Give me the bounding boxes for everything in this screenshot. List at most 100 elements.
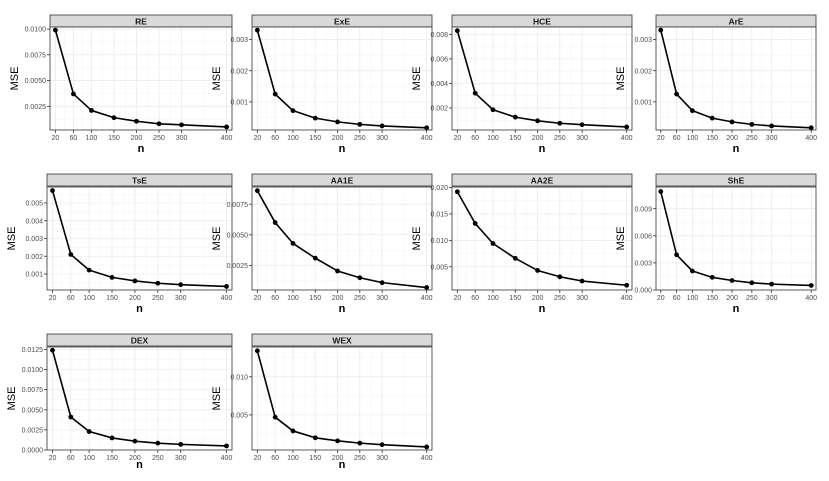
x-axis-label: n: [733, 303, 740, 315]
plot-background: [252, 347, 432, 450]
data-point: [729, 278, 735, 283]
data-point: [68, 414, 74, 420]
data-point: [111, 115, 117, 121]
data-point: [454, 28, 460, 34]
data-point: [155, 280, 161, 286]
x-tick-label: 250: [746, 295, 758, 302]
x-tick-label: 20: [453, 135, 461, 142]
data-point: [254, 27, 260, 33]
data-point: [624, 282, 630, 288]
x-tick-label: 250: [746, 135, 758, 142]
data-point: [379, 280, 385, 286]
x-tick-label: 250: [354, 295, 366, 302]
data-point: [312, 115, 318, 121]
y-tick-label: 0.004: [25, 218, 43, 225]
data-point: [535, 118, 540, 124]
panel-tse: TsE 0.001 0.002 0.003 0.004 0.005 20 60 100 150 20…: [6, 173, 232, 315]
x-tick-label: 100: [83, 455, 95, 462]
x-tick-label: 150: [706, 295, 718, 302]
x-tick-label: 150: [509, 135, 521, 142]
series-line: [256, 350, 427, 448]
data-point: [178, 282, 184, 288]
x-tick-label: 150: [106, 295, 118, 302]
panel-border: [451, 186, 633, 291]
x-tick-label: 20: [657, 295, 665, 302]
x-tick-label: 300: [175, 455, 187, 462]
y-tick-label: 0.009: [634, 206, 652, 213]
y-tick-label: 0.0100: [25, 27, 47, 34]
y-tick-label: 0.0025: [25, 104, 47, 111]
y-tick-label: 0.000: [634, 288, 652, 295]
x-tick-label: 250: [152, 295, 164, 302]
y-tick-label: 0.0025: [227, 263, 249, 270]
y-tick-label: 0.0050: [227, 232, 249, 239]
x-tick-label: 60: [673, 135, 681, 142]
panel-title: RE: [135, 17, 147, 27]
x-tick-label: 200: [726, 295, 738, 302]
x-tick-label: 400: [421, 135, 433, 142]
x-tick-label: 200: [332, 135, 344, 142]
x-tick-label: 20: [49, 295, 57, 302]
y-tick-label: 0.002: [430, 106, 448, 113]
panel-title: TsE: [132, 176, 147, 186]
data-point: [109, 435, 115, 441]
data-point: [690, 268, 695, 274]
y-tick-label: 0.0050: [22, 407, 44, 414]
data-point: [379, 442, 385, 448]
y-tick-label: 0.002: [634, 68, 652, 75]
panel-strip: [251, 173, 433, 187]
y-tick-label: 0.001: [634, 100, 652, 107]
panel-are: ArE 0.001 0.002 0.003 20 60 100 150 200 250 300 400…: [615, 14, 817, 155]
x-tick-label: 250: [554, 135, 566, 142]
data-point: [71, 91, 76, 97]
x-tick-label: 400: [805, 295, 817, 302]
data-point: [535, 268, 540, 273]
panel-border: [655, 186, 817, 291]
panel-wex: WEX 0.005 0.010 20 60 100 150 200 250 300 400 n MSE: [211, 333, 433, 471]
data-point: [472, 221, 478, 226]
panel-hce: HCE 0.002 0.004 0.006 0.008 20 60 100 150 200 250 3…: [411, 14, 633, 155]
panel-border: [49, 26, 233, 131]
x-tick-label: 20: [52, 135, 60, 142]
y-tick-label: 0.0075: [227, 202, 249, 209]
data-point: [179, 122, 184, 128]
data-point: [579, 278, 585, 284]
x-tick-label: 20: [49, 455, 57, 462]
x-tick-label: 200: [532, 135, 544, 142]
y-axis-label: MSE: [6, 227, 18, 251]
y-tick-label: 0.020: [430, 185, 448, 192]
x-tick-label: 200: [332, 455, 344, 462]
data-point: [254, 348, 260, 354]
data-point: [557, 274, 563, 280]
y-tick-label: 0.0000: [22, 448, 44, 455]
y-axis-label: MSE: [411, 227, 423, 251]
x-tick-label: 150: [509, 295, 521, 302]
x-tick-label: 300: [766, 295, 778, 302]
series-line: [54, 29, 227, 128]
data-point: [769, 281, 775, 287]
y-tick-label: 0.002: [25, 254, 43, 261]
x-axis-label: n: [539, 143, 546, 155]
panel-border: [251, 346, 433, 451]
data-point: [132, 278, 138, 284]
data-point: [674, 252, 679, 258]
panel-title: HCE: [533, 17, 551, 27]
y-tick-label: 0.015: [430, 212, 448, 219]
y-tick-label: 0.003: [634, 260, 652, 267]
series-line: [456, 191, 627, 287]
data-point: [109, 274, 115, 280]
data-point: [86, 429, 92, 434]
panel-border: [655, 26, 817, 131]
x-tick-label: 60: [67, 455, 75, 462]
data-point: [272, 220, 278, 225]
data-point: [68, 252, 74, 257]
data-point: [749, 121, 755, 127]
panel-title: ArE: [728, 17, 743, 27]
x-tick-label: 100: [487, 135, 499, 142]
data-point: [690, 108, 695, 114]
x-tick-label: 300: [766, 135, 778, 142]
series-line: [659, 191, 812, 287]
x-tick-label: 400: [221, 135, 233, 142]
y-tick-label: 0.0125: [22, 347, 44, 354]
panel-strip: [655, 173, 817, 187]
